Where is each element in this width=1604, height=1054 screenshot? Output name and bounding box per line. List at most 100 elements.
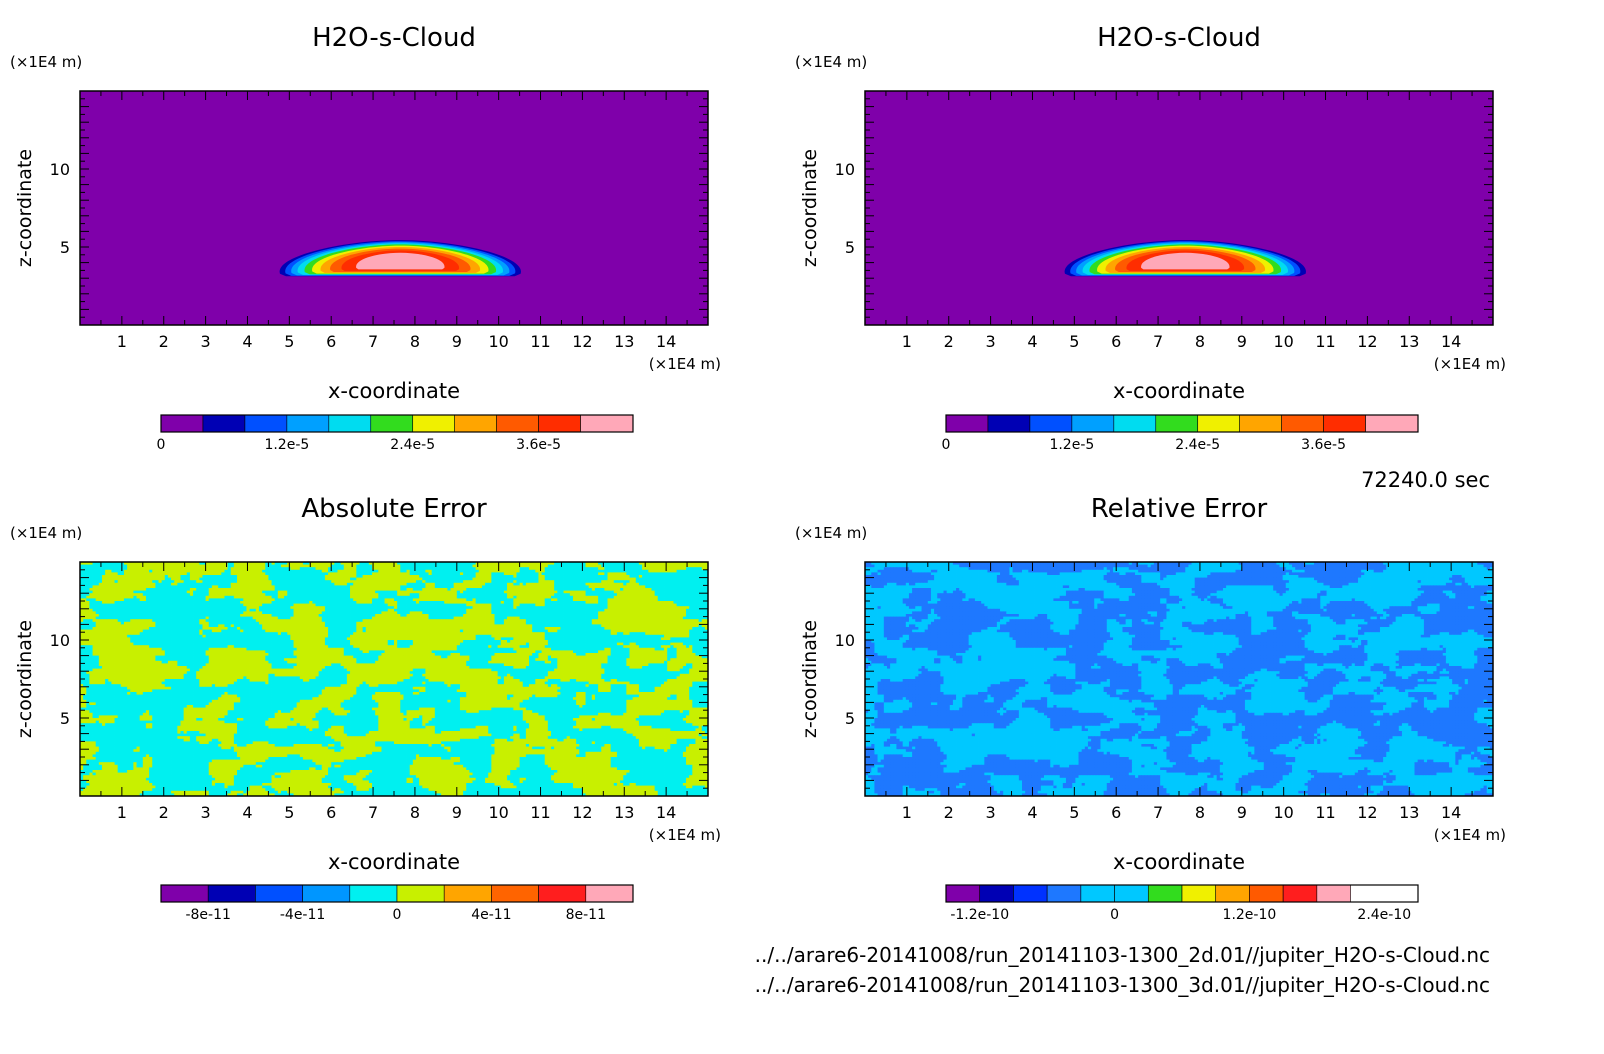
field-cell [491,614,495,617]
field-cell [525,577,530,581]
field-cell [601,569,605,573]
field-cell [164,580,169,584]
field-cell [645,616,649,620]
field-cell [258,598,263,602]
field-cell [566,567,571,571]
field-cell [309,582,313,586]
field-cell [538,575,542,578]
field-cell [635,606,640,610]
field-cell [375,569,379,573]
field-cell [519,582,524,586]
field-cell [92,572,97,576]
field-cell [171,601,175,604]
field-cell [381,616,385,620]
field-cell [230,572,235,576]
field-cell [503,619,508,623]
field-cell [463,580,467,584]
field-cell [205,575,210,578]
field-cell [224,595,228,599]
field-cell [403,564,407,568]
field-cell [155,588,159,591]
field-cell [362,608,367,612]
field-cell [598,598,602,602]
field-cell [613,577,618,581]
field-cell [193,575,197,578]
field-cell [249,621,254,625]
field-cell [120,577,125,581]
field-cell [237,567,241,571]
field-cell [513,601,517,604]
field-cell [497,588,502,591]
field-cell [598,569,602,573]
field-cell [566,580,571,584]
field-cell [698,601,703,604]
field-cell [117,580,122,584]
field-cell [566,588,571,591]
field-cell [510,593,514,597]
field-cell [419,562,423,565]
field-cell [635,593,640,597]
field-cell [397,577,401,581]
x-tick-label: 4 [242,332,252,351]
field-cell [551,611,555,615]
field-cell [274,572,279,576]
field-cell [638,598,643,602]
field-cell [202,562,206,565]
field-cell [95,564,100,568]
field-cell [218,601,222,604]
field-cell [503,588,508,591]
field-cell [613,564,618,568]
field-cell [456,590,461,594]
field-cell [318,616,323,620]
field-cell [378,595,382,599]
field-cell [133,593,137,597]
field-cell [629,585,634,589]
field-cell [346,569,351,573]
field-cell [293,567,298,571]
x-tick-label: 5 [284,332,294,351]
field-cell [704,588,708,591]
field-cell [375,593,379,597]
field-cell [695,588,699,591]
field-cell [403,595,407,599]
colorbar: 0 1.2e-5 2.4e-5 3.6e-5 [157,414,634,453]
field-cell [635,582,640,586]
field-cell [265,582,269,586]
field-cell [635,562,640,565]
field-cell [127,611,131,615]
field-cell [510,562,514,565]
field-cell [450,590,455,594]
x-tick-label: 4 [1027,332,1037,351]
field-cell [356,562,360,565]
field-cell [560,601,564,604]
field-cell [623,611,627,615]
field-cell [193,590,197,594]
field-cell [80,580,84,584]
colorbar-swatch [1029,414,1073,433]
field-cell [277,598,282,602]
colorbar-swatch [1197,414,1240,433]
field-cell [425,580,429,584]
field-cell [516,598,520,602]
field-cell [164,577,169,581]
field-cell [108,580,112,584]
field-cell [670,582,674,586]
field-cell [645,567,649,571]
field-cell [359,567,363,571]
field-cell [403,603,407,607]
field-cell [441,595,445,599]
field-cell [221,611,225,615]
field-cell [638,580,643,584]
field-cell [101,595,106,599]
field-cell [139,606,144,610]
field-cell [368,616,373,620]
field-cell [183,588,188,591]
field-cell [560,569,564,573]
field-cell [607,619,612,623]
field-cell [290,606,294,610]
field-cell [271,606,276,610]
field-cell [127,616,131,620]
field-cell [130,598,134,602]
field-cell [237,564,241,568]
field-cell [412,585,417,589]
